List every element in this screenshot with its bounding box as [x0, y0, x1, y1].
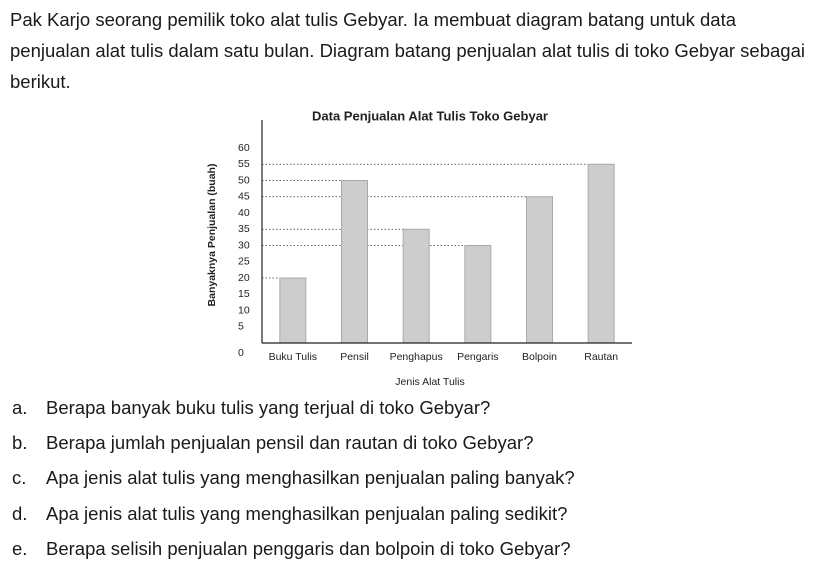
y-tick-label: 35 [238, 223, 250, 235]
y-tick-label: 20 [238, 272, 250, 284]
x-tick-label: Bolpoin [522, 351, 557, 363]
x-tick-label: Pensil [340, 351, 369, 363]
y-tick-label: 15 [238, 288, 250, 300]
y-tick-label: 60 [238, 142, 250, 154]
bar [464, 245, 492, 344]
chart-title: Data Penjualan Alat Tulis Toko Gebyar [312, 108, 548, 123]
bar [279, 277, 307, 344]
question-text: Berapa jumlah penjualan pensil dan rauta… [46, 432, 534, 454]
bar [341, 180, 368, 344]
question-label: b. [12, 432, 28, 454]
y-tick-label: 40 [238, 207, 250, 219]
x-tick-label: Rautan [584, 351, 618, 363]
question-label: d. [12, 502, 28, 524]
bar [587, 163, 615, 344]
question-text: Apa jenis alat tulis yang menghasilkan p… [46, 467, 575, 489]
question-text: Apa jenis alat tulis yang menghasilkan p… [46, 502, 568, 524]
question-label: a. [12, 397, 28, 418]
x-tick-label: Pengaris [457, 351, 498, 363]
bar [526, 196, 553, 344]
question-text: Berapa banyak buku tulis yang terjual di… [46, 397, 491, 418]
x-tick-label: Buku Tulis [269, 351, 317, 363]
question-label: e. [12, 537, 28, 559]
x-axis-label: Jenis Alat Tulis [395, 376, 464, 388]
question-label: c. [12, 467, 27, 489]
y-tick-label: 45 [238, 191, 250, 203]
intro-text: Pak Karjo seorang pemilik toko alat tuli… [10, 9, 805, 92]
y-tick-label: 30 [238, 239, 250, 251]
y-tick-label: 5 [238, 321, 244, 333]
bar [402, 228, 430, 344]
y-tick-label: 0 [238, 347, 244, 359]
chart: Data Penjualan Alat Tulis Toko Gebyar Ban… [206, 108, 632, 388]
y-tick-label: 50 [238, 174, 250, 186]
y-tick-label: 10 [238, 304, 250, 316]
question-text: Berapa selisih penjualan penggaris dan b… [46, 537, 571, 559]
y-axis-label: Banyaknya Penjualan (buah) [206, 164, 218, 307]
y-tick-label: 55 [238, 158, 250, 170]
x-tick-label: Penghapus [390, 351, 443, 363]
y-tick-label: 25 [238, 256, 250, 268]
